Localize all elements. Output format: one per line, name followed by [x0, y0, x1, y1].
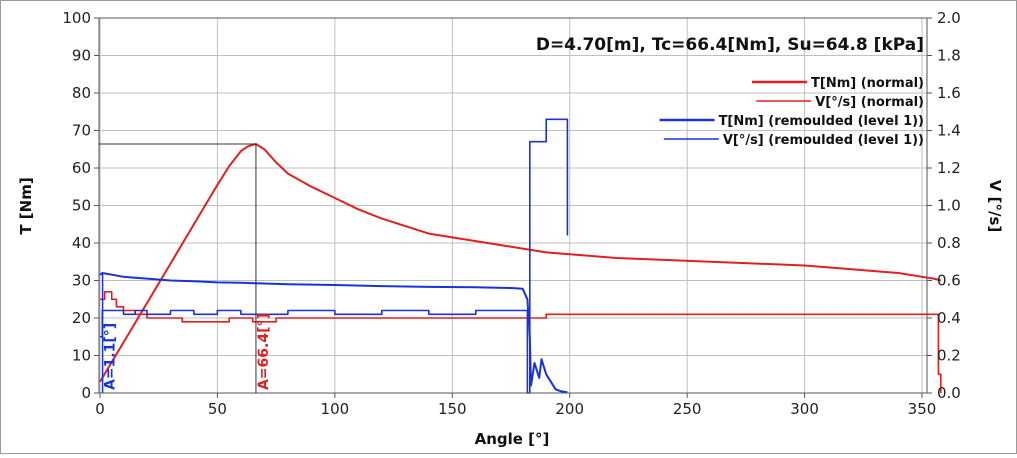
y2-tick-label: 0.4 — [937, 309, 961, 327]
x-tick-label: 350 — [908, 400, 937, 418]
y-tick-label: 30 — [72, 272, 91, 290]
y2-tick-label: 1.8 — [937, 47, 961, 65]
legend-label: V[°/s] (normal) — [815, 95, 924, 110]
legend-label: V[°/s] (remoulded (level 1)) — [723, 133, 924, 148]
y2-tick-label: 0.6 — [937, 272, 961, 290]
y-tick-label: 10 — [72, 347, 91, 365]
ticks-layer: 0 10 20 30 40 50 60 70 80 90 100 0.0 0.2 0.4 0.6 0.8 1.0… — [62, 9, 961, 418]
y2-tick-label: 0.2 — [937, 347, 961, 365]
y2-axis-title: V [°/s] — [986, 180, 1004, 232]
legend-label: T[Nm] (normal) — [811, 76, 924, 91]
series-line-1 — [99, 143, 942, 383]
x-tick-label: 200 — [555, 400, 584, 418]
y2-tick-label: 0.8 — [937, 234, 961, 252]
x-tick-label: 50 — [208, 400, 227, 418]
y-tick-label: 0 — [81, 384, 91, 402]
x-tick-label: 150 — [438, 400, 467, 418]
y2-tick-label: 2.0 — [937, 9, 961, 27]
series-line-3 — [99, 272, 568, 394]
legend-label: T[Nm] (remoulded (level 1)) — [719, 114, 924, 129]
series-line-2 — [100, 291, 942, 393]
y2-tick-label: 1.0 — [937, 197, 961, 215]
legend: T[Nm] (normal) V[°/s] (normal) T[Nm] (remo… — [659, 76, 924, 148]
series-line-4 — [100, 118, 569, 394]
y-tick-label: 60 — [72, 159, 91, 177]
x-tick-label: 0 — [95, 400, 105, 418]
y2-tick-label: 1.6 — [937, 84, 961, 102]
annotation-label-2: A=66.4[°] — [256, 313, 272, 390]
y-tick-label: 40 — [72, 234, 91, 252]
y2-tick-label: 1.2 — [937, 159, 961, 177]
y-tick-label: 20 — [72, 309, 91, 327]
y-tick-label: 50 — [72, 197, 91, 215]
y2-tick-label: 0.0 — [937, 384, 961, 402]
x-tick-label: 300 — [790, 400, 819, 418]
y-tick-label: 100 — [62, 9, 91, 27]
y-tick-label: 70 — [72, 122, 91, 140]
x-tick-label: 250 — [673, 400, 702, 418]
y2-tick-label: 1.4 — [937, 122, 961, 140]
annotation-label-1: A=1.1[°] — [103, 323, 119, 390]
y-tick-label: 80 — [72, 84, 91, 102]
x-tick-label: 100 — [321, 400, 350, 418]
x-axis-title: Angle [°] — [475, 430, 550, 448]
chart-title: D=4.70[m], Tc=66.4[Nm], Su=64.8 [kPa] — [536, 35, 924, 55]
y-tick-label: 90 — [72, 47, 91, 65]
series-layer — [99, 118, 942, 394]
annotations-layer: A=1.1[°] A=66.4[°] — [99, 143, 272, 393]
y-axis-title: T [Nm] — [17, 177, 35, 234]
